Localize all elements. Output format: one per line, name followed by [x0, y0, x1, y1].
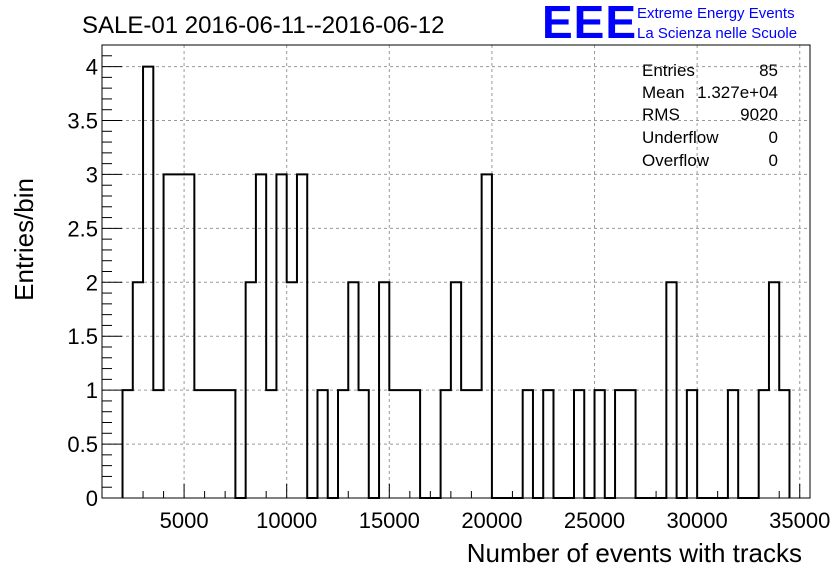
histogram-bin	[348, 282, 358, 498]
histogram-bin	[246, 282, 256, 498]
x-tick-label: 30000	[667, 508, 728, 533]
histogram-bin	[379, 282, 389, 498]
logo-line1: Extreme Energy Events	[637, 5, 795, 22]
eee-logo: EEE Extreme Energy Events La Scienza nel…	[542, 0, 797, 48]
histogram-bin	[256, 174, 266, 498]
y-tick-label: 0	[86, 486, 98, 511]
x-tick-label: 10000	[256, 508, 317, 533]
histogram-bin	[133, 282, 143, 498]
histogram-bin	[297, 174, 307, 498]
histogram-bin	[153, 390, 163, 498]
y-tick-label: 4	[86, 55, 98, 80]
histogram-bin	[615, 390, 636, 498]
y-tick-label: 1	[86, 378, 98, 403]
histogram-bin	[287, 282, 297, 498]
histogram-bin	[779, 390, 789, 498]
stats-entries-value: 85	[759, 61, 778, 80]
histogram-bin	[482, 174, 492, 498]
histogram-bin	[687, 390, 697, 498]
histogram-bin	[143, 67, 153, 498]
stats-overflow-value: 0	[769, 151, 778, 170]
plot-title: SALE-01 2016-06-11--2016-06-12	[82, 12, 444, 39]
y-tick-label: 2.5	[67, 216, 98, 241]
logo-mark: EEE	[542, 0, 637, 48]
histogram-bin	[317, 390, 327, 498]
histogram-bin	[164, 174, 195, 498]
histogram-bin	[123, 390, 133, 498]
stats-mean-label: Mean	[642, 83, 685, 102]
histogram-bin	[441, 390, 451, 498]
stats-underflow-label: Underflow	[642, 128, 719, 147]
histogram-bin	[523, 390, 533, 498]
histogram-bin	[359, 390, 369, 498]
histogram-bin	[769, 282, 779, 498]
x-tick-label: 35000	[769, 508, 830, 533]
stats-entries-label: Entries	[642, 61, 695, 80]
histogram-bin	[461, 390, 482, 498]
histogram-bin	[728, 390, 738, 498]
histogram-bin	[666, 282, 676, 498]
stats-rms-value: 9020	[740, 105, 778, 124]
x-tick-label: 15000	[359, 508, 420, 533]
histogram-bin	[451, 282, 461, 498]
histogram-bin	[276, 174, 286, 498]
y-axis-label: Entries/bin	[9, 178, 39, 301]
x-tick-label: 20000	[461, 508, 522, 533]
y-tick-label: 1.5	[67, 324, 98, 349]
x-tick-label: 5000	[160, 508, 209, 533]
y-tick-label: 2	[86, 270, 98, 295]
logo-line2: La Scienza nelle Scuole	[637, 25, 797, 42]
histogram-bin	[338, 390, 348, 498]
stats-rms-label: RMS	[642, 105, 680, 124]
histogram-bin	[595, 390, 605, 498]
histogram-bin	[194, 390, 225, 498]
histogram-bin	[543, 390, 553, 498]
stats-box: Entries 85 Mean 1.327e+04 RMS 9020 Under…	[642, 61, 778, 170]
stats-mean-value: 1.327e+04	[697, 83, 778, 102]
y-tick-label: 0.5	[67, 432, 98, 457]
y-tick-label: 3	[86, 162, 98, 187]
x-axis-label: Number of events with tracks	[467, 538, 802, 568]
histogram-bin	[759, 390, 769, 498]
histogram-bin	[389, 390, 420, 498]
axes: 5000 10000 15000 20000 25000 30000 35000 0 0.5 1 1…	[67, 55, 830, 533]
y-tick-label: 3.5	[67, 109, 98, 134]
histogram-bin	[574, 390, 584, 498]
stats-overflow-label: Overflow	[642, 151, 710, 170]
histogram-bin	[266, 390, 276, 498]
x-tick-label: 25000	[564, 508, 625, 533]
histogram-bin	[225, 390, 235, 498]
stats-underflow-value: 0	[769, 128, 778, 147]
